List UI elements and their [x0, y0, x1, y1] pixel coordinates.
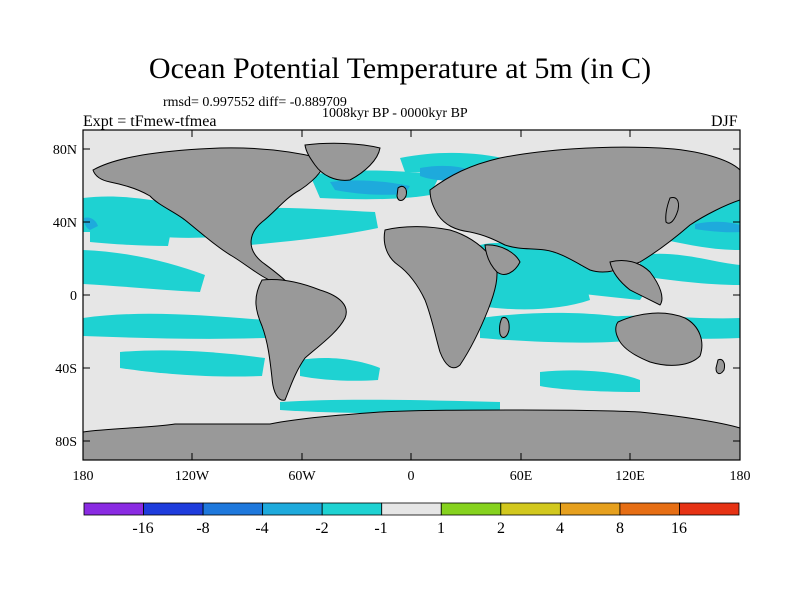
colorbar-swatch: [143, 502, 204, 516]
colorbar-swatch: [500, 502, 561, 516]
colorbar-label: -2: [315, 520, 328, 537]
experiment-label: Expt = tFmew-tfmea: [83, 113, 217, 130]
period-text: 1008kyr BP - 0000kyr BP: [322, 106, 468, 121]
colorbar-label: 4: [556, 520, 564, 537]
greenland: [304, 142, 381, 181]
australia: [615, 312, 703, 366]
y-tick-label: 40N: [53, 216, 77, 231]
antarctica: [83, 409, 740, 460]
axis-tick-marks: [82, 130, 741, 460]
colorbar-swatch: [262, 502, 323, 516]
colorbar-label: 1: [437, 520, 445, 537]
land-masses: [83, 142, 740, 460]
colorbar-swatch: [381, 502, 442, 516]
new-zealand: [715, 359, 725, 375]
colorbar-swatch: [679, 502, 740, 516]
map-plot-area: [83, 130, 740, 460]
season-label: DJF: [711, 113, 738, 130]
y-tick-label: 80S: [55, 435, 77, 450]
x-tick-label: 180: [730, 469, 751, 484]
x-tick-label: 120W: [175, 469, 210, 484]
colorbar-swatch: [202, 502, 264, 516]
colorbar-label: -4: [255, 520, 268, 537]
y-tick-label: 40S: [55, 362, 77, 377]
y-tick-label: 80N: [53, 143, 77, 158]
colorbar-swatch: [619, 502, 680, 516]
arabia: [484, 244, 521, 275]
colorbar-labels: -16 -8 -4 -2 -1 1 2 4 8 16: [132, 520, 687, 537]
map-title: Ocean Potential Temperature at 5m (in C): [148, 52, 652, 85]
x-tick-label: 0: [408, 469, 415, 484]
colorbar-label: -16: [132, 520, 153, 537]
colorbar-swatch: [440, 502, 502, 516]
x-tick-label: 60W: [288, 469, 316, 484]
colorbar-label: -8: [196, 520, 209, 537]
x-tick-label: 180: [73, 469, 94, 484]
colorbar-label: 16: [671, 520, 687, 537]
x-axis-labels: 180 120W 60W 0 60E 120E 180: [73, 469, 751, 484]
madagascar: [499, 317, 510, 338]
y-tick-label: 0: [70, 289, 77, 304]
colorbar-swatch: [321, 502, 383, 516]
south-america: [255, 279, 347, 401]
japan: [665, 197, 679, 224]
colorbar: [83, 502, 740, 516]
eurasia: [429, 146, 740, 273]
stats-text: rmsd= 0.997552 diff= -0.889709: [163, 95, 347, 110]
colorbar-label: 2: [497, 520, 505, 537]
colorbar-label: 8: [616, 520, 624, 537]
x-tick-label: 60E: [510, 469, 533, 484]
africa: [383, 226, 498, 369]
north-america: [92, 147, 324, 287]
y-axis-labels: 80N 40N 0 40S 80S: [53, 143, 77, 450]
colorbar-swatch: [559, 502, 621, 516]
x-tick-label: 120E: [615, 469, 645, 484]
colorbar-swatch: [83, 502, 144, 516]
uk: [396, 185, 407, 201]
southeast-asia: [609, 259, 663, 306]
colorbar-label: -1: [374, 520, 387, 537]
